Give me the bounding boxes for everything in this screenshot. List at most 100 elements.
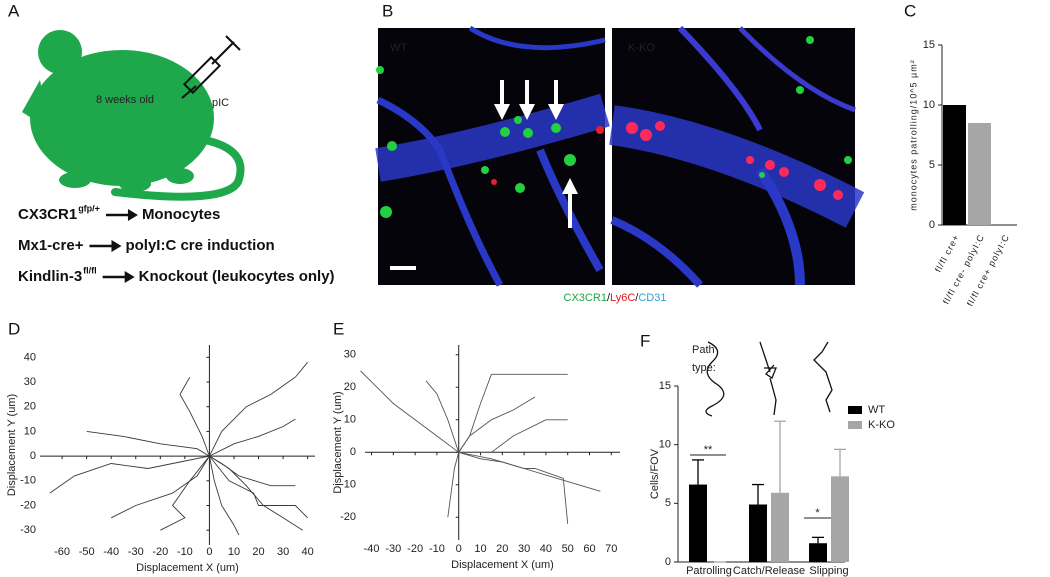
vessel [376, 96, 504, 287]
bar [771, 492, 789, 562]
image-label: WT [390, 42, 407, 54]
vessel [755, 167, 805, 286]
path-sketch [705, 341, 725, 417]
stain-name: Ly6C [610, 292, 635, 304]
y-tick-label: 20 [24, 401, 36, 413]
panel-label: E [333, 319, 344, 338]
cell [655, 121, 665, 131]
y-tick-label: 5 [929, 159, 935, 171]
trajectory [110, 455, 210, 519]
x-tick-label: fl/fl cre+ [933, 232, 961, 274]
trajectory [360, 370, 459, 453]
mouse-tail [111, 136, 245, 201]
gene-superscript: gfp/+ [78, 203, 100, 213]
cell [779, 167, 789, 177]
y-tick-label: 0 [350, 446, 356, 458]
x-tick-label: -20 [152, 546, 168, 558]
trajectory [447, 452, 460, 518]
y-tick-label: 0 [30, 450, 36, 462]
arrow-head [127, 209, 138, 221]
arrow-head [124, 271, 135, 283]
stain-name: / [635, 292, 639, 304]
stain-legend: CX3CR1/Ly6C/CD31 [564, 292, 667, 304]
mouse-foot [59, 172, 91, 188]
trajectory [425, 380, 460, 453]
y-tick-label: -20 [20, 499, 36, 511]
y-tick-label: -20 [340, 511, 356, 523]
vessel [375, 93, 610, 182]
effect-label: polyI:C cre induction [125, 237, 274, 254]
cell [515, 183, 525, 193]
vessel [738, 26, 856, 113]
significance-label: ** [704, 444, 713, 456]
mouse-illustration [22, 30, 245, 201]
y-tick-label: 10 [923, 99, 935, 111]
mouse-ear [38, 30, 82, 74]
x-tick-label: 30 [518, 543, 530, 555]
panel-label: C [904, 1, 916, 20]
syringe-needle [181, 85, 197, 99]
effect-label: Knockout (leukocytes only) [139, 268, 335, 285]
x-tick-label: 0 [206, 546, 212, 558]
cell [380, 206, 392, 218]
panel-label: A [8, 1, 20, 20]
cell [796, 86, 804, 94]
cell [640, 129, 652, 141]
y-tick-label: 15 [923, 39, 935, 51]
trajectory [209, 418, 296, 457]
mouse-text: 8 weeks old [96, 94, 154, 106]
x-tick-label: -10 [429, 543, 445, 555]
trajectory [160, 455, 210, 531]
bar [831, 476, 849, 562]
cell [806, 36, 814, 44]
effect-label: Monocytes [142, 206, 220, 223]
syringe [181, 35, 241, 99]
x-tick-label: Patrolling [686, 565, 732, 577]
vessel [609, 105, 865, 228]
trajectory [458, 451, 601, 492]
panel-label: D [8, 319, 20, 338]
legend-label: WT [868, 404, 885, 416]
x-tick-label: -30 [128, 546, 144, 558]
trajectory [208, 362, 308, 457]
x-tick-label: -10 [177, 546, 193, 558]
legend-label: K-KO [868, 419, 895, 431]
x-tick-label: 20 [252, 546, 264, 558]
x-tick-label: Catch/Release [733, 565, 805, 577]
cell [844, 156, 852, 164]
mouse-nose [22, 80, 50, 130]
micrograph-kko [609, 25, 865, 288]
trajectory [49, 455, 210, 494]
path-sketches [705, 341, 833, 417]
trajectory [86, 430, 210, 457]
trajectory [209, 455, 296, 487]
y-tick-label: 30 [344, 349, 356, 361]
cell [596, 126, 604, 134]
trajectory [209, 455, 303, 531]
y-axis-label: Displacement Y (um) [332, 391, 344, 493]
path-sketch [813, 341, 833, 413]
vessel [610, 216, 703, 288]
legend-swatch [848, 421, 862, 429]
y-tick-label: -10 [20, 475, 36, 487]
stain-name: CD31 [638, 292, 666, 304]
stain-name: CX3CR1 [564, 292, 607, 304]
bar [943, 105, 966, 225]
cell [759, 172, 765, 178]
x-tick-label: 40 [540, 543, 552, 555]
syringe-plunger [211, 41, 235, 65]
x-tick-label: 0 [456, 543, 462, 555]
cell [626, 122, 638, 134]
trajectory [458, 451, 569, 524]
cell [523, 128, 533, 138]
x-tick-label: -50 [79, 546, 95, 558]
trajectory [458, 419, 568, 453]
trajectory [209, 455, 308, 519]
y-tick-label: 10 [344, 414, 356, 426]
cell [564, 154, 576, 166]
x-tick-label: 40 [302, 546, 314, 558]
path-sketch [759, 341, 777, 416]
gene-label: Kindlin-3 [18, 268, 82, 285]
panel-label: F [640, 331, 650, 350]
